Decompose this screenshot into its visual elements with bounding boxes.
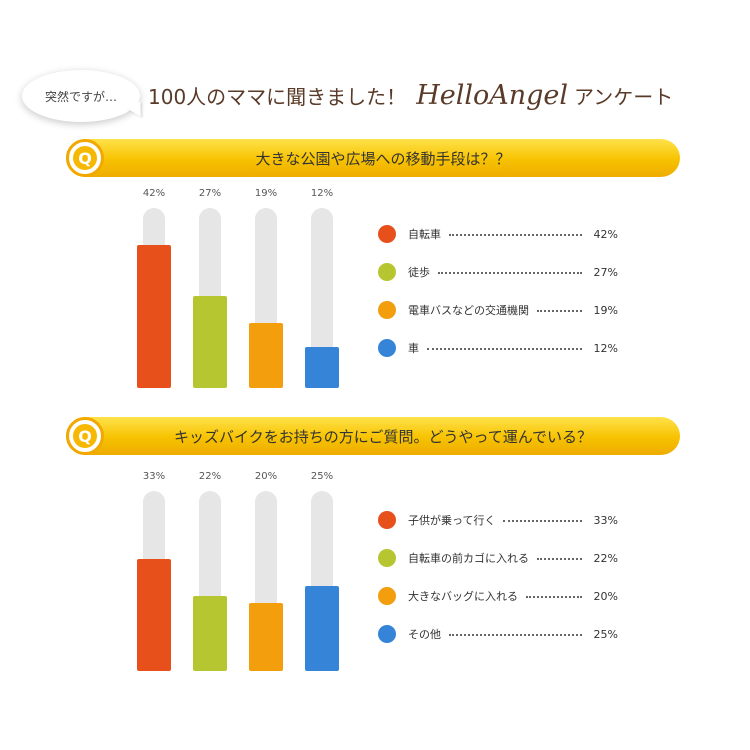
legend-dot: [378, 263, 396, 281]
bar-value-label: 25%: [310, 471, 334, 482]
bar-column: 19%: [249, 188, 283, 388]
title-main: 100人のママに聞きました！: [148, 85, 407, 109]
legend-label: 自転車: [408, 228, 441, 241]
speech-bubble: 突然ですが…: [22, 70, 140, 122]
bar: [305, 586, 339, 671]
legend-value: 33%: [593, 513, 618, 527]
bar: [193, 596, 227, 671]
legend-item: 大きなバッグに入れる 20%: [378, 584, 618, 608]
legend-item: 子供が乗って行く 33%: [378, 508, 618, 532]
brand-name: HelloAngel: [416, 80, 569, 111]
bar-column: 20%: [249, 471, 283, 671]
question-title-2: キッズバイクをお持ちの方にご質問。どうやって運んでいる？: [174, 427, 592, 446]
bar-column: 22%: [193, 471, 227, 671]
bar-value-label: 20%: [254, 471, 278, 482]
bar-value-label: 42%: [142, 188, 166, 199]
question-title-1: 大きな公園や広場への移動手段は？？: [255, 149, 511, 168]
dotted-leader: [537, 310, 582, 312]
legend-label: その他: [408, 628, 441, 641]
bar-value-label: 33%: [142, 471, 166, 482]
legend-label: 自転車の前カゴに入れる: [408, 552, 529, 565]
bar: [249, 603, 283, 671]
question-banner-1: 大きな公園や広場への移動手段は？？: [66, 139, 680, 177]
dotted-leader: [503, 520, 582, 522]
bar-value-label: 27%: [198, 188, 222, 199]
q-badge-icon: Q: [66, 139, 104, 177]
legend-item: その他 25%: [378, 622, 618, 646]
legend-label: 子供が乗って行く: [408, 514, 496, 527]
dotted-leader: [449, 634, 582, 636]
dotted-leader: [449, 234, 582, 236]
legend-label: 大きなバッグに入れる: [408, 590, 518, 603]
legend-dot: [378, 549, 396, 567]
bar-track: [199, 491, 221, 600]
dotted-leader: [427, 348, 582, 350]
legend-item: 徒歩 27%: [378, 260, 618, 284]
dotted-leader: [438, 272, 582, 274]
legend-dot: [378, 625, 396, 643]
legend-label: 車: [408, 342, 419, 355]
legend-dot: [378, 511, 396, 529]
bar: [193, 296, 227, 388]
bar-column: 27%: [193, 188, 227, 388]
bar-track: [199, 208, 221, 300]
legend-dot: [378, 301, 396, 319]
bar-column: 33%: [137, 471, 171, 671]
bubble-text: 突然ですが…: [44, 89, 117, 104]
bar-value-label: 12%: [310, 188, 334, 199]
bar-value-label: 19%: [254, 188, 278, 199]
bar: [305, 347, 339, 388]
legend-label: 電車バスなどの交通機関: [408, 304, 529, 317]
legend-value: 20%: [593, 589, 618, 603]
legend-item: 電車バスなどの交通機関 19%: [378, 298, 618, 322]
bar: [137, 245, 171, 388]
q-badge-letter: Q: [73, 146, 97, 170]
dotted-leader: [526, 596, 582, 598]
legend-item: 車 12%: [378, 336, 618, 360]
legend-dot: [378, 225, 396, 243]
page-title: 100人のママに聞きました！ HelloAngel アンケート: [148, 80, 738, 120]
bar-chart-2: 33% 22% 20% 25%: [120, 471, 360, 671]
bar-track: [255, 208, 277, 327]
bar-track: [255, 491, 277, 607]
bar: [137, 559, 171, 671]
legend-value: 25%: [593, 627, 618, 641]
legend-dot: [378, 339, 396, 357]
bar-track: [143, 208, 165, 249]
bar: [249, 323, 283, 388]
bar-value-label: 22%: [198, 471, 222, 482]
bar-track: [311, 491, 333, 590]
legend-value: 42%: [593, 227, 618, 241]
legend-value: 19%: [593, 303, 618, 317]
question-banner-2: キッズバイクをお持ちの方にご質問。どうやって運んでいる？: [66, 417, 680, 455]
bar-column: 25%: [305, 471, 339, 671]
bar-chart-1: 42% 27% 19% 12%: [120, 188, 360, 388]
legend-value: 22%: [593, 551, 618, 565]
bar-column: 12%: [305, 188, 339, 388]
q-badge-icon: Q: [66, 417, 104, 455]
legend-item: 自転車の前カゴに入れる 22%: [378, 546, 618, 570]
bar-track: [143, 491, 165, 563]
legend-value: 27%: [593, 265, 618, 279]
legend-dot: [378, 587, 396, 605]
title-tail: アンケート: [574, 85, 674, 109]
legend-value: 12%: [593, 341, 618, 355]
legend-item: 自転車 42%: [378, 222, 618, 246]
q-badge-letter: Q: [73, 424, 97, 448]
bar-track: [311, 208, 333, 351]
legend-label: 徒歩: [408, 266, 430, 279]
bar-column: 42%: [137, 188, 171, 388]
dotted-leader: [537, 558, 582, 560]
